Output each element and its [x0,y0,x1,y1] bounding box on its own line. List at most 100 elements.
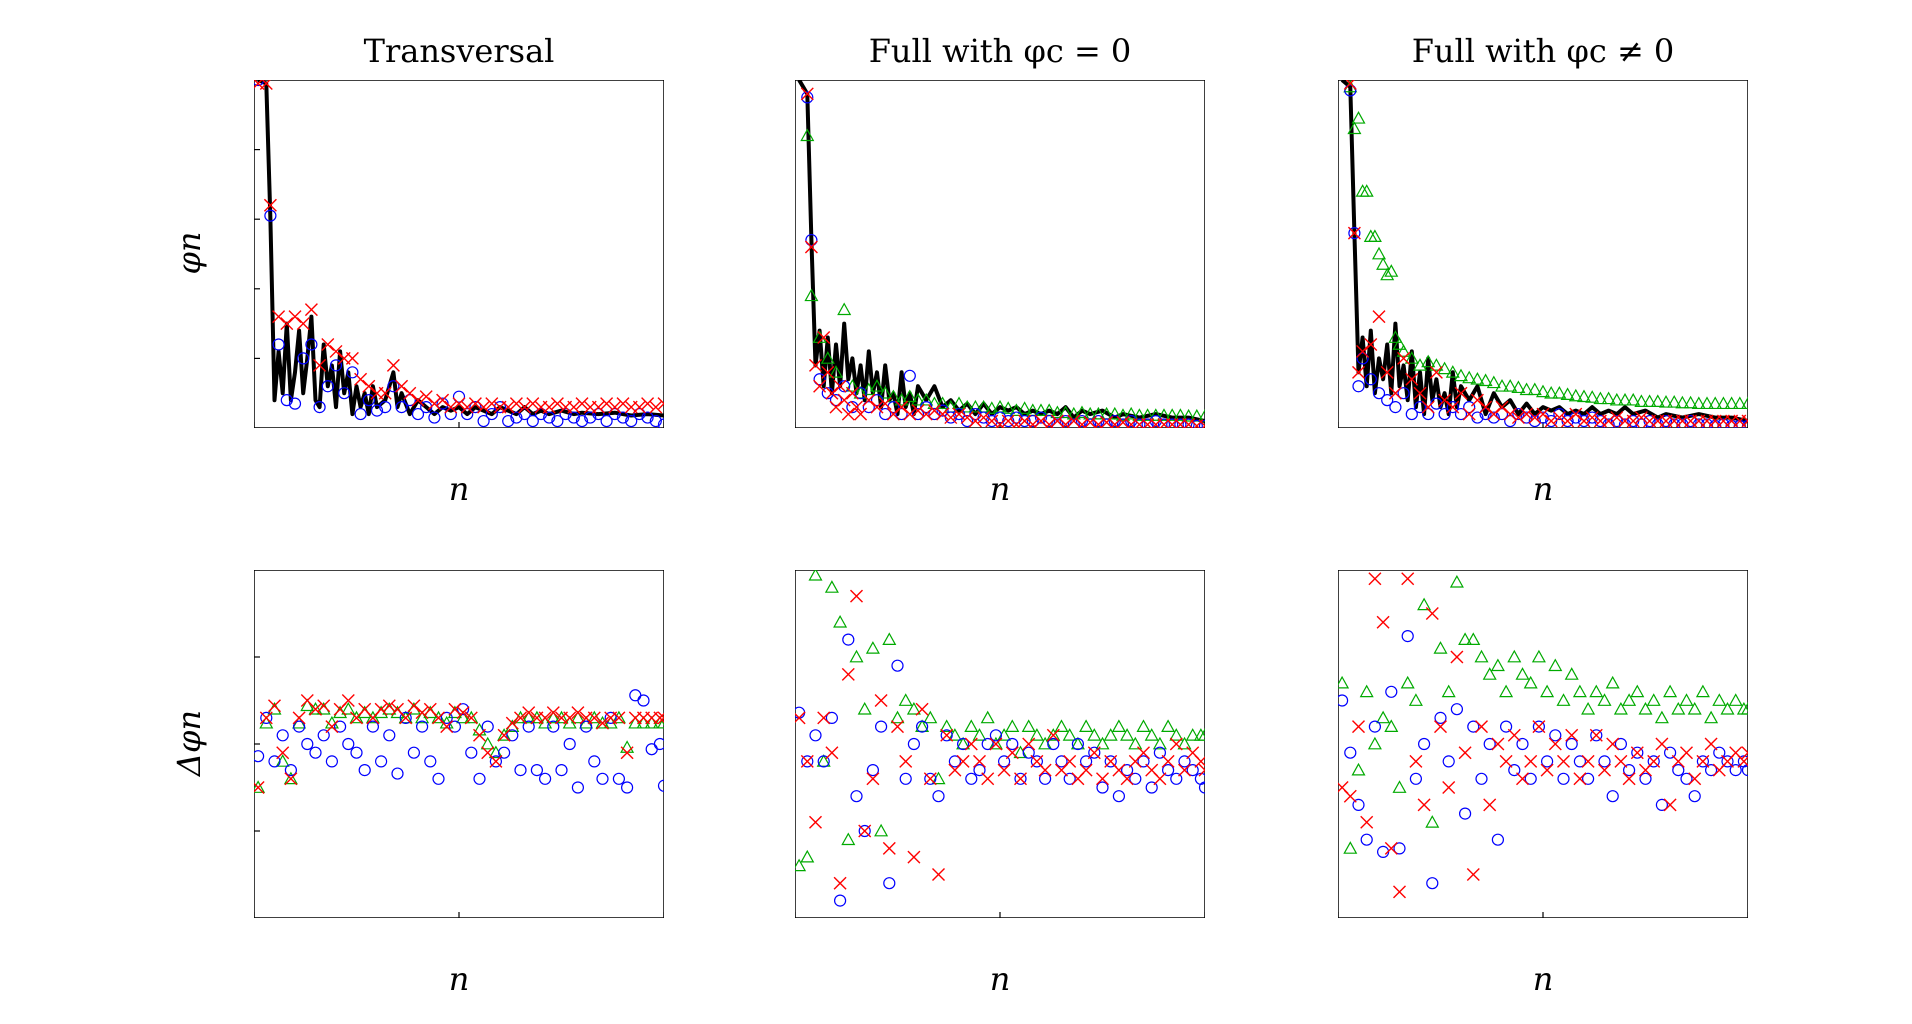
circle-marker [1381,394,1394,407]
triangle-marker [1070,736,1085,750]
circle-marker [838,380,851,393]
cross-marker [354,372,368,386]
circle-marker [391,767,404,780]
triangle-marker [1421,354,1436,368]
circle-marker [801,755,814,768]
cross-marker [464,711,478,725]
circle-marker [1549,729,1562,742]
triangle-marker [1650,394,1665,407]
triangle-marker [1074,405,1090,419]
circle-marker [1104,755,1117,768]
circle-marker [948,755,961,768]
cross-marker [489,754,503,768]
cross-marker [1511,411,1525,425]
triangle-marker [874,823,889,837]
circle-marker [432,772,445,785]
cross-marker [1548,737,1562,751]
cross-marker [1429,365,1443,379]
triangle-marker [1699,396,1715,410]
circle-marker [530,764,543,777]
circle-marker [850,790,863,803]
cross-marker [649,400,663,414]
circle-marker [346,366,359,379]
circle-marker [1520,411,1533,424]
circle-marker [1721,755,1734,768]
triangle-marker [1392,780,1407,793]
cross-marker [1001,414,1015,428]
cross-marker [977,411,991,425]
cross-marker [546,706,560,720]
circle-marker [284,764,298,777]
circle-marker [1598,755,1611,768]
circle-marker [1426,877,1439,890]
cross-marker [657,397,664,411]
cross-marker [895,400,909,414]
circle-marker [825,711,839,724]
circle-marker [895,407,908,421]
triangle-marker [1021,719,1036,732]
triangle-marker [1589,684,1604,698]
circle-marker [1157,418,1171,428]
cross-marker [1360,815,1374,829]
circle-marker [354,407,367,421]
triangle-marker [1396,344,1411,357]
cross-marker [567,400,581,414]
cross-marker [1401,572,1415,586]
cross-marker [1450,650,1464,664]
cross-marker [1507,728,1521,742]
circle-marker [1713,746,1726,759]
triangle-marker [1152,736,1167,750]
cross-marker [1022,737,1036,751]
cross-marker [321,337,335,351]
cross-marker [1516,772,1529,786]
circle-marker [625,414,638,428]
cross-marker [800,87,814,101]
circle-marker [1051,418,1064,428]
x-axis-label: n [1532,470,1554,508]
cross-marker [1540,763,1554,777]
cross-marker [1680,746,1693,760]
circle-marker [596,772,609,785]
triangle-marker [882,632,897,646]
circle-marker [1512,407,1525,421]
cross-marker [1108,418,1122,428]
triangle-marker [1140,408,1155,421]
cross-marker [1137,746,1150,760]
circle-marker [477,414,490,428]
cross-marker [817,711,831,725]
cross-marker [1688,772,1702,786]
cross-marker [1454,386,1468,400]
circle-marker [1190,419,1203,428]
triangle-marker [1384,264,1399,277]
triangle-marker [1556,693,1571,706]
cross-marker [501,400,515,414]
cross-marker [1585,411,1599,425]
circle-marker [424,755,437,768]
circle-marker [526,414,539,428]
cross-marker [1577,414,1591,428]
cross-marker [1487,407,1501,421]
triangle-marker [1351,762,1366,776]
triangle-marker [1437,361,1452,375]
cross-marker [1532,720,1546,734]
circle-marker [268,755,281,768]
circle-marker [1696,755,1709,768]
cross-marker [641,397,655,411]
circle-marker [292,720,306,733]
circle-marker [809,729,822,742]
cross-marker [1598,763,1611,777]
cross-marker [1630,746,1644,760]
circle-marker [461,407,474,421]
cross-marker [866,772,880,786]
triangle-marker [1058,405,1073,419]
triangle-marker [935,396,950,410]
cross-marker [514,711,527,725]
circle-marker [1483,737,1496,751]
circle-marker [411,407,425,421]
cross-marker [932,868,945,881]
triangle-marker [828,365,844,378]
triangle-marker [1107,406,1122,420]
cross-marker [1050,414,1064,428]
panel-2-plot: 050100 [795,80,1205,428]
cross-marker [1376,615,1390,629]
